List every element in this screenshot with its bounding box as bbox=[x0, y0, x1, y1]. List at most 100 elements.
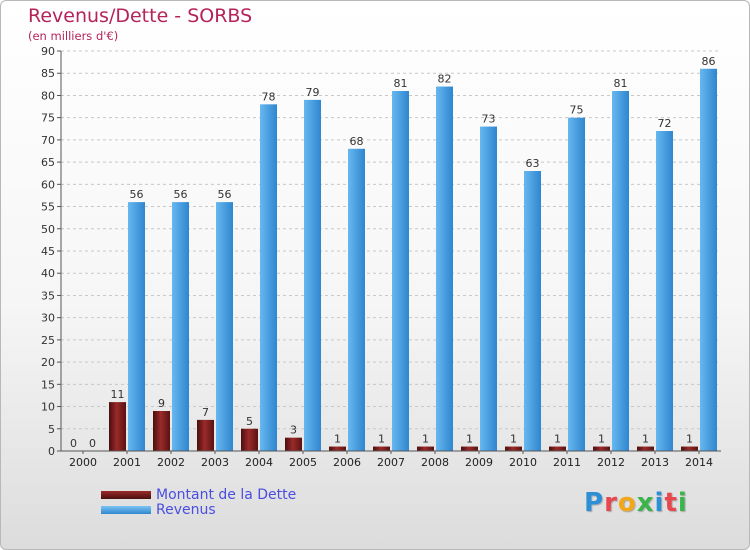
data-label-debt: 7 bbox=[202, 406, 209, 419]
x-tick-label: 2008 bbox=[421, 456, 449, 469]
y-tick-label: 40 bbox=[41, 267, 55, 280]
bar-revenue bbox=[172, 202, 189, 451]
data-label-debt: 9 bbox=[158, 397, 165, 410]
y-tick-label: 25 bbox=[41, 334, 55, 347]
bar-debt bbox=[241, 428, 258, 451]
x-tick-label: 2002 bbox=[157, 456, 185, 469]
logo-letter: P bbox=[584, 488, 605, 518]
bar-debt bbox=[329, 446, 346, 451]
x-tick-label: 2011 bbox=[553, 456, 581, 469]
legend-swatch-revenue bbox=[101, 505, 151, 514]
x-tick-label: 2007 bbox=[377, 456, 405, 469]
bar-revenue bbox=[480, 126, 497, 452]
x-tick-label: 2012 bbox=[597, 456, 625, 469]
y-tick-label: 30 bbox=[41, 312, 55, 325]
logo-letter: o bbox=[617, 488, 637, 518]
logo-letter: t bbox=[664, 488, 678, 518]
data-label-debt: 1 bbox=[598, 433, 605, 446]
x-tick-label: 2010 bbox=[509, 456, 537, 469]
bar-debt bbox=[285, 437, 302, 451]
chart-title: Revenus/Dette - SORBS bbox=[28, 5, 253, 27]
y-tick-label: 45 bbox=[41, 245, 55, 258]
logo-letter: x bbox=[636, 488, 655, 518]
y-tick-label: 65 bbox=[41, 156, 55, 169]
x-tick-label: 2004 bbox=[245, 456, 273, 469]
bar-revenue bbox=[568, 117, 585, 452]
bar-revenue bbox=[656, 131, 673, 451]
data-label-revenue: 73 bbox=[482, 113, 496, 126]
data-label-revenue: 75 bbox=[570, 104, 584, 117]
data-label-revenue: 81 bbox=[614, 77, 628, 90]
data-label-debt: 1 bbox=[422, 433, 429, 446]
bar-debt bbox=[637, 446, 654, 451]
bar-debt bbox=[373, 446, 390, 451]
bar-revenue bbox=[260, 104, 277, 451]
x-tick-label: 2003 bbox=[201, 456, 229, 469]
y-tick-label: 50 bbox=[41, 223, 55, 236]
bar-debt bbox=[593, 446, 610, 451]
y-tick-label: 80 bbox=[41, 89, 55, 102]
data-label-debt: 1 bbox=[686, 433, 693, 446]
bar-revenue bbox=[348, 148, 365, 451]
data-label-revenue: 72 bbox=[658, 117, 672, 130]
data-label-debt: 11 bbox=[111, 388, 125, 401]
bar-revenue bbox=[436, 86, 453, 452]
data-label-debt: 1 bbox=[642, 433, 649, 446]
legend-item-revenue: Revenus bbox=[101, 501, 296, 518]
legend: Montant de la Dette Revenus bbox=[101, 486, 297, 518]
bar-revenue bbox=[216, 202, 233, 451]
bar-debt bbox=[417, 446, 434, 451]
x-tick-label: 2006 bbox=[333, 456, 361, 469]
x-tick-label: 2009 bbox=[465, 456, 493, 469]
y-tick-label: 20 bbox=[41, 356, 55, 369]
y-tick-label: 55 bbox=[41, 201, 55, 214]
bar-debt bbox=[549, 446, 566, 451]
bar-revenue bbox=[524, 171, 541, 451]
bar-debt bbox=[681, 446, 698, 451]
y-tick-label: 0 bbox=[48, 445, 55, 458]
bar-revenue bbox=[304, 99, 321, 451]
data-label-revenue: 86 bbox=[702, 55, 716, 68]
legend-label-revenue: Revenus bbox=[156, 501, 216, 518]
y-tick-label: 75 bbox=[41, 112, 55, 125]
data-label-revenue: 56 bbox=[130, 188, 144, 201]
data-label-revenue: 63 bbox=[526, 157, 540, 170]
data-label-debt: 1 bbox=[510, 433, 517, 446]
data-label-debt: 1 bbox=[334, 433, 341, 446]
data-label-revenue: 68 bbox=[350, 135, 364, 148]
bar-revenue bbox=[700, 68, 717, 452]
bar-debt bbox=[109, 402, 126, 451]
legend-label-debt: Montant de la Dette bbox=[156, 486, 297, 503]
data-label-revenue: 81 bbox=[394, 77, 408, 90]
y-tick-label: 10 bbox=[41, 401, 55, 414]
y-tick-label: 5 bbox=[48, 423, 55, 436]
y-tick-label: 15 bbox=[41, 378, 55, 391]
legend-item-debt: Montant de la Dette bbox=[101, 486, 297, 503]
data-label-revenue: 56 bbox=[218, 188, 232, 201]
bar-debt bbox=[153, 411, 170, 451]
y-tick-label: 60 bbox=[41, 178, 55, 191]
legend-swatch-debt bbox=[101, 490, 151, 499]
logo-letter: i bbox=[677, 488, 688, 518]
bar-revenue bbox=[392, 91, 409, 451]
data-label-revenue: 0 bbox=[89, 437, 96, 450]
chart-subtitle: (en milliers d'€) bbox=[28, 29, 119, 43]
bar-debt bbox=[461, 446, 478, 451]
data-label-debt: 1 bbox=[554, 433, 561, 446]
x-tick-label: 2014 bbox=[685, 456, 713, 469]
bar-revenue bbox=[128, 202, 145, 451]
bar-debt bbox=[505, 446, 522, 451]
data-label-debt: 0 bbox=[70, 437, 77, 450]
data-label-revenue: 56 bbox=[174, 188, 188, 201]
y-tick-label: 70 bbox=[41, 134, 55, 147]
x-tick-label: 2001 bbox=[113, 456, 141, 469]
data-label-debt: 1 bbox=[378, 433, 385, 446]
y-tick-label: 35 bbox=[41, 289, 55, 302]
data-label-revenue: 79 bbox=[306, 86, 320, 99]
data-label-debt: 5 bbox=[246, 415, 253, 428]
logo-letter: i bbox=[654, 488, 665, 518]
bar-debt bbox=[197, 419, 214, 451]
y-tick-label: 90 bbox=[41, 45, 55, 58]
